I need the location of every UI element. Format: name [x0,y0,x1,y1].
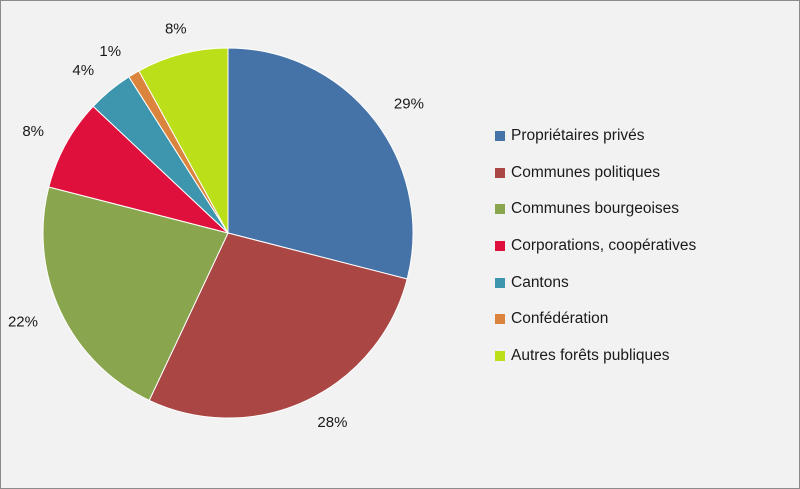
legend-swatch [495,167,505,178]
slice-label-6: 8% [165,21,187,38]
legend-label: Confédération [511,310,609,328]
slice-label-4: 4% [72,62,94,79]
legend-label: Corporations, coopératives [511,237,697,255]
legend-label: Communes bourgeoises [511,200,680,218]
legend-item: Confédération [495,301,696,338]
legend-item: Cantons [495,264,696,301]
legend-swatch [495,277,505,288]
legend-swatch [495,131,505,142]
legend-label: Communes politiques [511,163,661,181]
legend-swatch [495,314,505,325]
legend-item: Autres forêts publiques [495,338,696,375]
legend-label: Propriétaires privés [511,127,645,145]
slice-label-0: 29% [394,95,424,112]
slice-label-1: 28% [317,414,347,431]
pie-slice-1 [148,232,408,419]
pie-slice-0 [227,47,414,280]
pie-slice-2 [42,186,229,402]
legend-swatch [495,241,505,252]
pie-slice-6 [138,47,229,234]
slice-label-5: 1% [99,43,121,60]
slice-label-2: 22% [8,313,38,330]
legend-label: Cantons [511,273,569,291]
legend-swatch [495,350,505,361]
legend-label: Autres forêts publiques [511,346,670,364]
slice-label-3: 8% [22,123,44,140]
legend-item: Propriétaires privés [495,118,696,155]
pie-slice-3 [48,105,229,234]
legend-item: Communes politiques [495,155,696,192]
legend-item: Corporations, coopératives [495,228,696,265]
legend-swatch [495,204,505,215]
legend-item: Communes bourgeoises [495,191,696,228]
legend: Propriétaires privés Communes politiques C… [495,118,696,374]
